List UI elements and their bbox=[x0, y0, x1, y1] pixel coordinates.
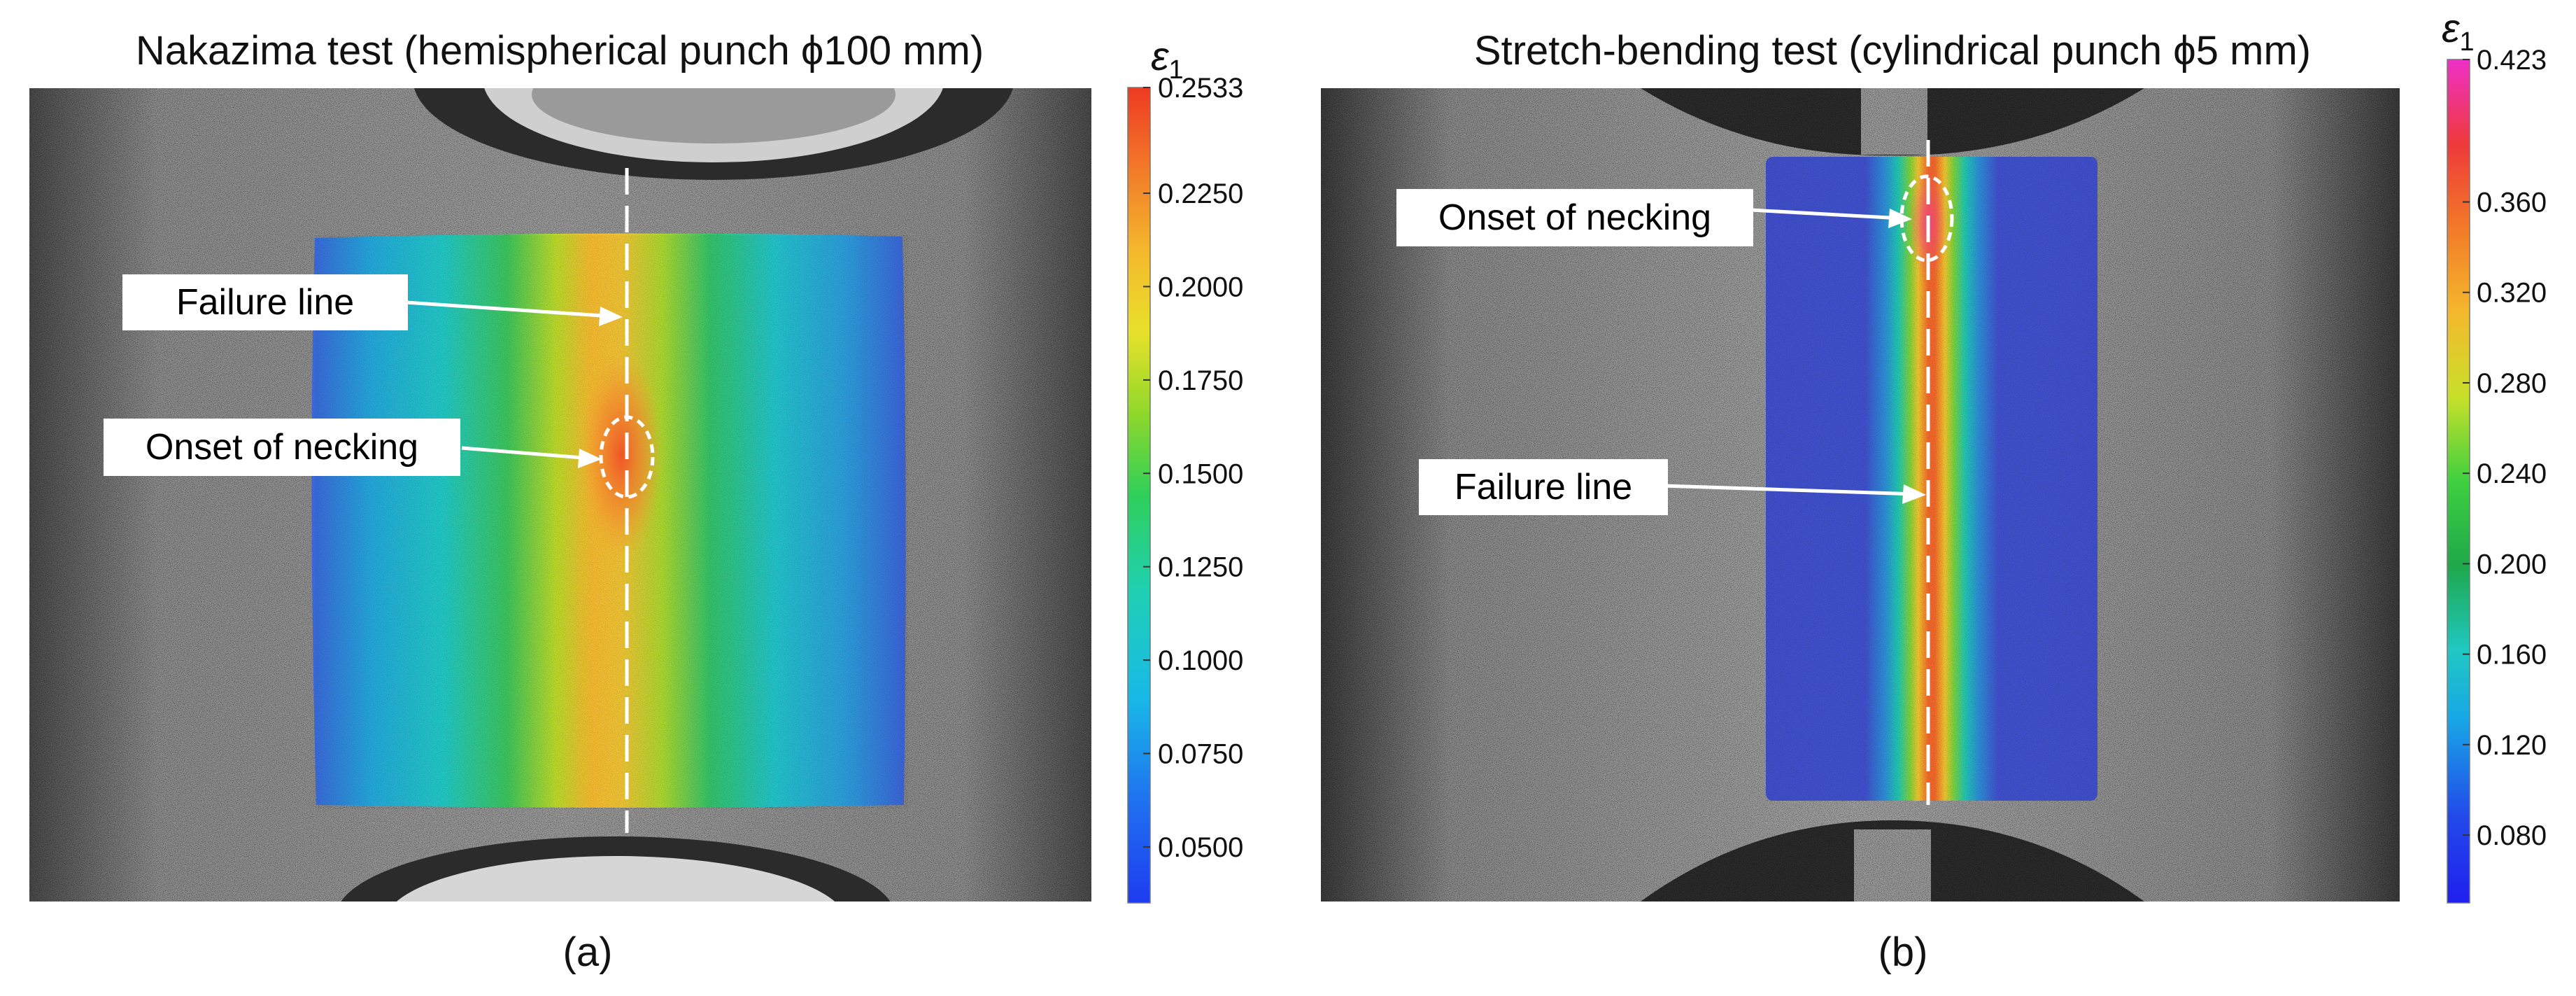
colorbar-b-tick-label-4: 0.240 bbox=[2477, 458, 2547, 489]
colorbar-subscript-b: 1 bbox=[2460, 27, 2475, 57]
colorbar-ticks-b: 0.423 0.360 0.320 0.280 0.240 0.200 0.160 0.120… bbox=[2463, 45, 2547, 851]
colorbar-b-tick-label-6: 0.160 bbox=[2477, 640, 2547, 671]
colorbar-gradient-b bbox=[2447, 59, 2470, 904]
colorbar-b-tick-label-3: 0.280 bbox=[2477, 368, 2547, 399]
failure-label-a: Failure line bbox=[176, 282, 354, 323]
colorbar-subscript-a: 1 bbox=[1169, 55, 1184, 85]
failure-label-box-a bbox=[122, 274, 408, 330]
colorbar-a-tick-label-1: 0.2250 bbox=[1158, 178, 1243, 209]
colorbar-a-tick-label-6: 0.1000 bbox=[1158, 645, 1243, 676]
failure-arrow-a bbox=[405, 300, 613, 318]
caption-b: (b) bbox=[1878, 930, 1928, 975]
necking-circle-b bbox=[1899, 174, 1954, 262]
colorbar-symbol-b: ε1 bbox=[2442, 6, 2475, 57]
colorbar-b-tick-label-7: 0.120 bbox=[2477, 730, 2547, 761]
punch-top-shade-a bbox=[532, 88, 896, 143]
caption-a: (a) bbox=[563, 930, 613, 975]
necking-label-box-b bbox=[1396, 189, 1753, 246]
colorbar-ticks-a: 0.2533 0.2250 0.2000 0.1750 0.1500 0.1250 0.10… bbox=[1143, 73, 1243, 863]
necking-label-a: Onset of necking bbox=[146, 427, 418, 468]
colorbar-b-tick-label-2: 0.320 bbox=[2477, 278, 2547, 309]
necking-label-box-a bbox=[104, 419, 460, 476]
colorbar-a-tick-label-5: 0.1250 bbox=[1158, 552, 1243, 583]
colorbar-gradient-a bbox=[1127, 87, 1151, 904]
colorbar-b-tick-label-0: 0.423 bbox=[2477, 45, 2547, 76]
title-a: Nakazima test (hemispherical punch ϕ100 … bbox=[136, 28, 984, 73]
necking-hotspot-a bbox=[579, 350, 663, 560]
colorbar-a-tick-label-8: 0.0500 bbox=[1158, 832, 1243, 863]
necking-arrowhead-b bbox=[1888, 209, 1912, 228]
colorbar-a: ε1 0.25330.22500.20000.17500.15000.12500… bbox=[1127, 34, 1243, 904]
photo-a bbox=[29, 88, 1091, 902]
necking-circle-a bbox=[599, 415, 655, 499]
title-b: Stretch-bending test (cylindrical punch … bbox=[1474, 28, 2311, 73]
colorbar-b: ε1 0.4230.3600.3200.2800.2400.2000.1600.… bbox=[2442, 6, 2547, 904]
colorbar-b-tick-label-8: 0.080 bbox=[2477, 820, 2547, 851]
necking-arrowhead-a bbox=[578, 449, 602, 468]
failure-arrowhead-b bbox=[1902, 484, 1926, 504]
colorbar-a-tick-label-7: 0.0750 bbox=[1158, 739, 1243, 770]
failure-label-box-b bbox=[1419, 459, 1668, 515]
colorbar-a-tick-label-4: 0.1500 bbox=[1158, 458, 1243, 489]
necking-label-b: Onset of necking bbox=[1438, 197, 1711, 238]
colorbar-b-tick-label-5: 0.200 bbox=[2477, 549, 2547, 580]
colorbar-symbol-a: ε1 bbox=[1151, 34, 1184, 85]
panel-a: Nakazima test (hemispherical punch ϕ100 … bbox=[29, 28, 1243, 975]
necking-arrow-a bbox=[461, 446, 592, 461]
failure-arrow-b bbox=[1663, 484, 1916, 496]
punch-bottom-inner-a bbox=[396, 856, 835, 902]
colorbar-a-tick-label-3: 0.1750 bbox=[1158, 365, 1243, 396]
necking-arrow-b bbox=[1750, 208, 1902, 220]
panel-b: Stretch-bending test (cylindrical punch … bbox=[1321, 6, 2547, 975]
colorbar-a-tick-label-0: 0.2533 bbox=[1158, 73, 1243, 104]
colorbar-b-tick-label-1: 0.360 bbox=[2477, 188, 2547, 218]
failure-label-b: Failure line bbox=[1455, 467, 1632, 507]
failure-arrowhead-a bbox=[599, 307, 623, 326]
colorbar-a-tick-label-2: 0.2000 bbox=[1158, 272, 1243, 302]
